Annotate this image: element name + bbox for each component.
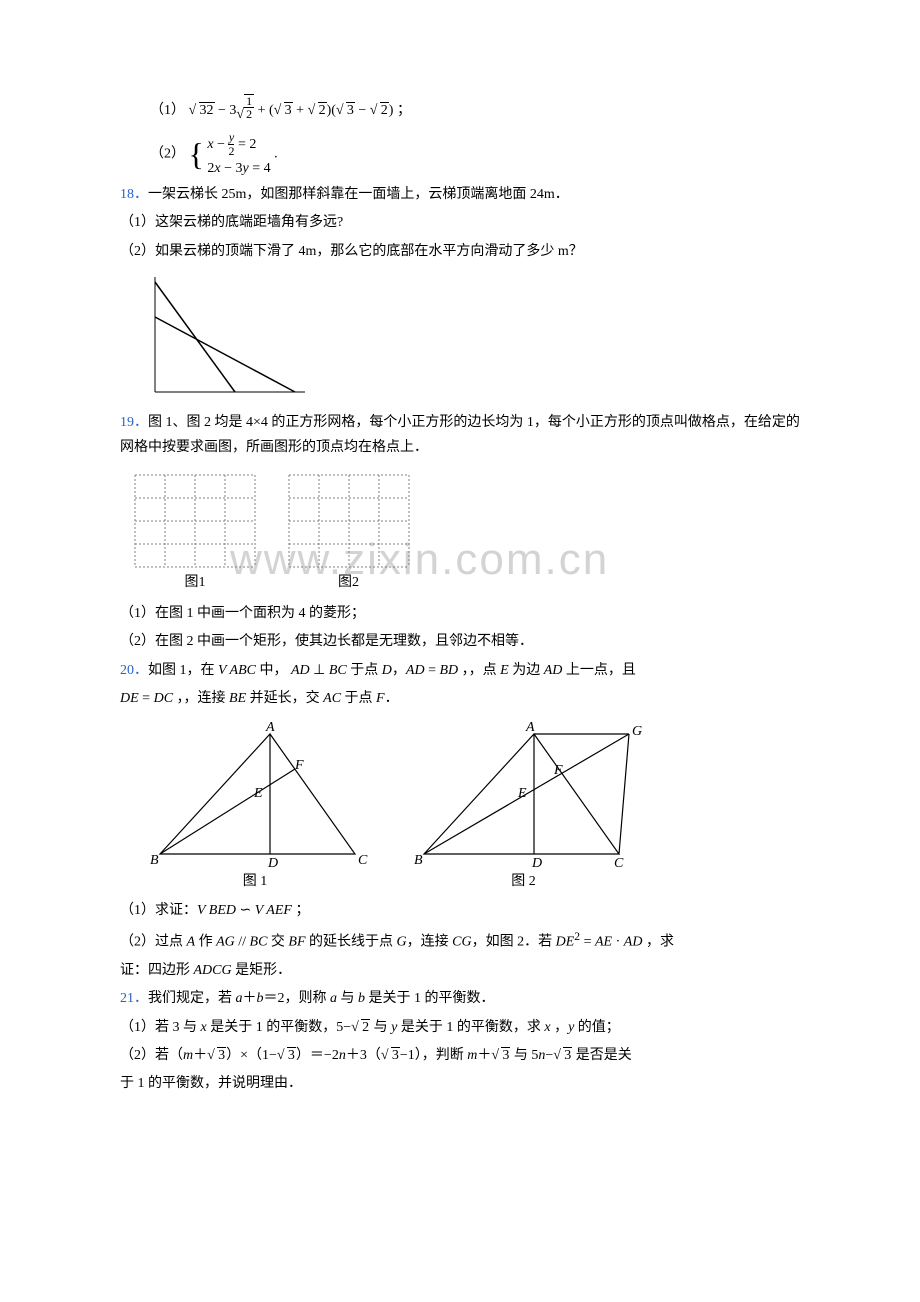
- q20-p2: （2）过点 A 作 AG // BC 交 BF 的延长线于点 G，连接 CG，如…: [120, 926, 800, 955]
- q19-stem: 19．图 1、图 2 均是 4×4 的正方形网格，每个小正方形的边长均为 1，每…: [120, 410, 800, 460]
- q17-p1-expr: 32 − 3√12 + (3 + 2)(3 − 2) ；: [189, 103, 411, 118]
- svg-text:B: B: [414, 853, 423, 868]
- grid2-label: 图2: [284, 570, 414, 595]
- q17-period: .: [274, 147, 278, 162]
- svg-text:F: F: [553, 763, 563, 778]
- svg-text:A: A: [525, 720, 535, 735]
- svg-text:E: E: [253, 786, 263, 801]
- q20-figures: A B C D E F 图 1 A B C D: [140, 719, 800, 894]
- q17-sys-line2: 2x − 3y = 4: [207, 159, 270, 179]
- q21-num: 21．: [120, 991, 148, 1006]
- svg-text:E: E: [517, 786, 527, 801]
- q18-p1: （1）这架云梯的底端距墙角有多远?: [120, 210, 800, 235]
- q20-fig2-label: 图 2: [404, 869, 644, 894]
- grid-2: [284, 470, 414, 570]
- q18-p2: （2）如果云梯的顶端下滑了 4m，那么它的底部在水平方向滑动了多少 m？: [120, 239, 800, 264]
- q20-stem-2: DE = DC ，，连接 BE 并延长，交 AC 于点 F．: [120, 686, 800, 711]
- svg-text:B: B: [150, 853, 159, 868]
- q18-text: 一架云梯长 25m，如图那样斜靠在一面墙上，云梯顶端离地面 24m．: [148, 187, 569, 202]
- ladder-diagram: [140, 272, 310, 402]
- q18-stem: 18．一架云梯长 25m，如图那样斜靠在一面墙上，云梯顶端离地面 24m．: [120, 182, 800, 207]
- svg-text:D: D: [531, 856, 542, 869]
- q21-p2b: 于 1 的平衡数，并说明理由．: [120, 1071, 800, 1096]
- q17-part1: （1） 32 − 3√12 + (3 + 2)(3 − 2) ；: [150, 94, 800, 127]
- q21-stem: 21．我们规定，若 a＋b＝2，则称 a 与 b 是关于 1 的平衡数．: [120, 986, 800, 1011]
- q19-grids: www.zixin.com.cn 图1: [130, 470, 800, 595]
- svg-text:C: C: [358, 853, 368, 868]
- svg-text:F: F: [294, 758, 304, 773]
- q19-text: 图 1、图 2 均是 4×4 的正方形网格，每个小正方形的边长均为 1，每个小正…: [120, 415, 800, 455]
- q18-figure: [140, 272, 800, 402]
- q20-p2b: 证：四边形 ADCG 是矩形．: [120, 958, 800, 983]
- triangle-fig1: A B C D E F: [140, 719, 370, 869]
- q19-p1: （1）在图 1 中画一个面积为 4 的菱形；: [120, 601, 800, 626]
- q20-num: 20．: [120, 663, 148, 678]
- q17-p1-label: （1）: [150, 103, 185, 118]
- q20-fig1-label: 图 1: [140, 869, 370, 894]
- q20-p1: （1）求证：V BED ∽ V AEF ；: [120, 898, 800, 923]
- grid-1: [130, 470, 260, 570]
- q19-p2: （2）在图 2 中画一个矩形，使其边长都是无理数，且邻边不相等．: [120, 629, 800, 654]
- q17-part2: （2） { x − y2 = 2 2x − 3y = 4 .: [150, 131, 800, 178]
- q17-p2-label: （2）: [150, 147, 185, 162]
- q20-stem: 20．如图 1，在 V ABC 中， AD ⊥ BC 于点 D，AD = BD …: [120, 658, 800, 683]
- grid1-label: 图1: [130, 570, 260, 595]
- q17-sys-line1: x − y2 = 2: [207, 131, 270, 158]
- svg-text:A: A: [265, 720, 275, 735]
- svg-text:D: D: [267, 856, 278, 869]
- svg-text:G: G: [632, 724, 642, 739]
- q19-num: 19．: [120, 415, 148, 430]
- document-page: （1） 32 − 3√12 + (3 + 2)(3 − 2) ； （2） { x…: [0, 0, 920, 1159]
- q21-p2a: （2）若（m＋3）×（1−3）＝−2n＋3（3−1），判断 m＋3 与 5n−3…: [120, 1043, 800, 1068]
- svg-text:C: C: [614, 856, 624, 869]
- triangle-fig2: A B C D E F G: [404, 719, 644, 869]
- q21-p1: （1）若 3 与 x 是关于 1 的平衡数，5−2 与 y 是关于 1 的平衡数…: [120, 1015, 800, 1040]
- q18-num: 18．: [120, 187, 148, 202]
